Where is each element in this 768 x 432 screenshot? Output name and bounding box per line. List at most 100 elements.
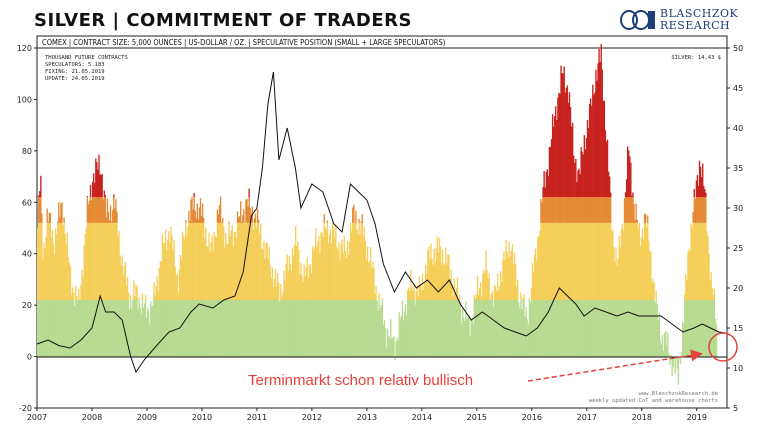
speculator-bar [603,222,606,300]
speculator-bar [477,295,480,300]
speculator-bar [589,222,592,300]
speculator-bar [168,231,170,300]
x-tick-label: 2018 [632,413,652,422]
speculator-bar [189,221,191,223]
speculator-bar [643,222,646,300]
speculator-bar [284,280,286,300]
speculator-bar [85,227,87,300]
speculator-bar [530,288,533,300]
speculator-bar [508,241,510,300]
speculator-bar [546,300,548,357]
speculator-bar [366,246,369,300]
speculator-bar [687,252,689,300]
speculator-bar [694,222,697,300]
speculator-bar [164,229,167,300]
speculator-bar [630,222,632,300]
speculator-bar [621,300,624,357]
speculator-bar [591,222,593,300]
speculator-bar [537,236,539,300]
speculator-bar [423,300,426,357]
speculator-bar [38,197,40,223]
speculator-bar [130,295,132,300]
speculator-bar [556,300,558,357]
speculator-bar [552,222,555,300]
speculator-bar [341,300,343,357]
speculator-bar [316,300,318,357]
speculator-bar [529,302,532,357]
speculator-bar [484,272,486,300]
speculator-bar [49,213,52,223]
brand-logo: BLASCHZOK RESEARCH [620,6,756,34]
speculator-bar [619,300,621,357]
speculator-bar [412,300,414,357]
x-tick-label: 2010 [192,413,212,422]
speculator-bar [610,192,612,198]
speculator-bar [526,319,528,357]
speculator-bar [60,300,62,357]
speculator-bar [466,319,468,357]
speculator-bar [133,280,135,300]
speculator-bar [333,300,335,357]
speculator-bar [598,222,600,300]
speculator-bar [93,173,95,198]
speculator-bar [413,300,415,357]
speculator-bar [57,300,59,357]
speculator-bar [421,300,424,357]
speculator-bar [698,300,701,357]
speculator-bar [632,192,634,198]
speculator-bar [541,222,543,300]
speculator-bar [432,300,434,357]
speculator-bar [94,222,96,300]
speculator-bar [502,300,504,357]
speculator-bar [97,300,99,357]
speculator-bar [587,300,590,357]
speculator-bar [259,300,261,357]
speculator-bar [208,300,210,357]
speculator-bar [500,300,502,357]
logo-line-2: RESEARCH [660,19,731,32]
speculator-bar [61,300,63,357]
speculator-bar [647,222,649,300]
speculator-bar [190,199,192,223]
speculator-bar [141,293,144,300]
speculator-bar [542,300,544,357]
speculator-bar [309,300,312,357]
speculator-bar [227,300,229,357]
speculator-bar [100,197,102,223]
speculator-bar [610,197,612,223]
speculator-bar [552,300,555,357]
speculator-bar [115,199,117,223]
speculator-bar [567,102,570,198]
speculator-bar [290,300,293,357]
speculator-bar [588,197,591,223]
speculator-bar [244,300,246,357]
speculator-bar [547,300,550,357]
speculator-bar [247,206,249,223]
speculator-bar [643,300,646,357]
speculator-bar [551,197,554,223]
speculator-bar [107,300,110,357]
speculator-bar [607,300,610,357]
speculator-bar [477,300,480,357]
speculator-bar [512,263,515,300]
speculator-bar [592,197,594,223]
speculator-bar [182,235,185,300]
speculator-bar [563,300,565,357]
speculator-bar [56,234,58,300]
speculator-bar [543,222,545,300]
speculator-bar [453,300,455,357]
speculator-bar [566,197,569,223]
speculator-bar [470,319,472,357]
speculator-bar [490,300,492,357]
speculator-bar [215,300,218,357]
speculator-bar [190,222,192,300]
speculator-bar [655,290,657,300]
speculator-bar [121,255,123,300]
speculator-bar [81,270,83,300]
speculator-bar [321,231,323,300]
speculator-bar [328,234,331,300]
speculator-bar [108,220,111,223]
speculator-bar [174,266,176,300]
speculator-bar [296,300,298,357]
speculator-bar [450,300,452,357]
